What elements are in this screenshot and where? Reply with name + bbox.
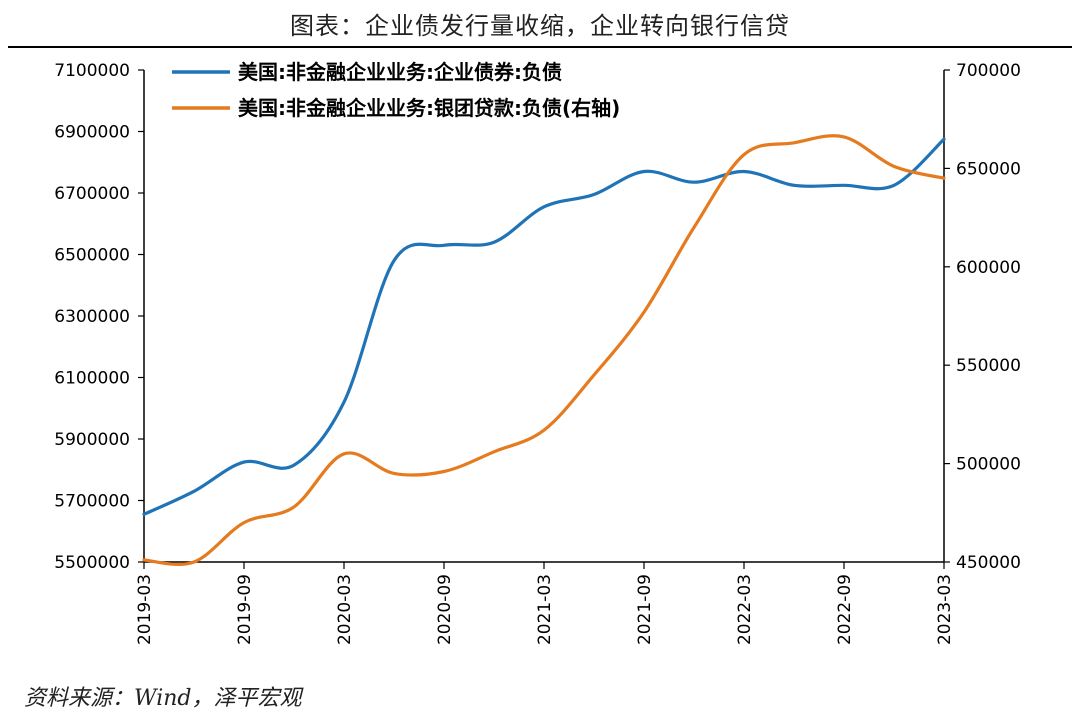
series-line-syndicated-loans — [142, 134, 946, 566]
y-left-tick-label: 5900000 — [54, 430, 130, 450]
y-left-tick-label: 6700000 — [54, 184, 130, 204]
y-right-tick-label: 650000 — [956, 159, 1021, 179]
x-tick-label: 2023-03 — [935, 574, 955, 645]
y-left-tick-label: 6500000 — [54, 246, 130, 266]
y-left-tick-label: 7100000 — [54, 61, 130, 81]
x-tick-label: 2021-09 — [635, 574, 655, 645]
y-left-tick-label: 5500000 — [54, 553, 130, 573]
y-right-tick-label: 500000 — [956, 455, 1021, 475]
y-left-tick-label: 6900000 — [54, 123, 130, 143]
legend-label: 美国:非金融企业业务:银团贷款:负债(右轴) — [238, 96, 620, 120]
chart-axes: 7100000 6900000 6700000 6500000 6300000 61000… — [54, 61, 1021, 645]
y-right-tick-label: 700000 — [956, 61, 1021, 81]
x-tick-label: 2022-09 — [835, 574, 855, 645]
y-left-tick-label: 6100000 — [54, 369, 130, 389]
chart-title: 图表：企业债发行量收缩，企业转向银行信贷 — [290, 12, 790, 40]
y-left-tick-label: 6300000 — [54, 307, 130, 327]
y-right-tick-label: 600000 — [956, 258, 1021, 278]
y-right-tick-label: 450000 — [956, 553, 1021, 573]
x-tick-label: 2021-03 — [535, 574, 555, 645]
x-tick-label: 2022-03 — [735, 574, 755, 645]
y-right-tick-label: 550000 — [956, 356, 1021, 376]
line-chart: 7100000 6900000 6700000 6500000 6300000 61000… — [54, 60, 1021, 645]
x-tick-label: 2019-03 — [135, 574, 155, 645]
title-divider — [8, 46, 1072, 48]
source-note: 资料来源：Wind，泽平宏观 — [24, 686, 302, 711]
series-line-corporate-bonds — [142, 137, 946, 516]
x-tick-label: 2019-09 — [235, 574, 255, 645]
x-tick-label: 2020-03 — [335, 574, 355, 645]
x-tick-label: 2020-09 — [435, 574, 455, 645]
legend-label: 美国:非金融企业业务:企业债券:负债 — [238, 60, 562, 84]
y-left-tick-label: 5700000 — [54, 492, 130, 512]
chart-lines — [142, 134, 946, 566]
